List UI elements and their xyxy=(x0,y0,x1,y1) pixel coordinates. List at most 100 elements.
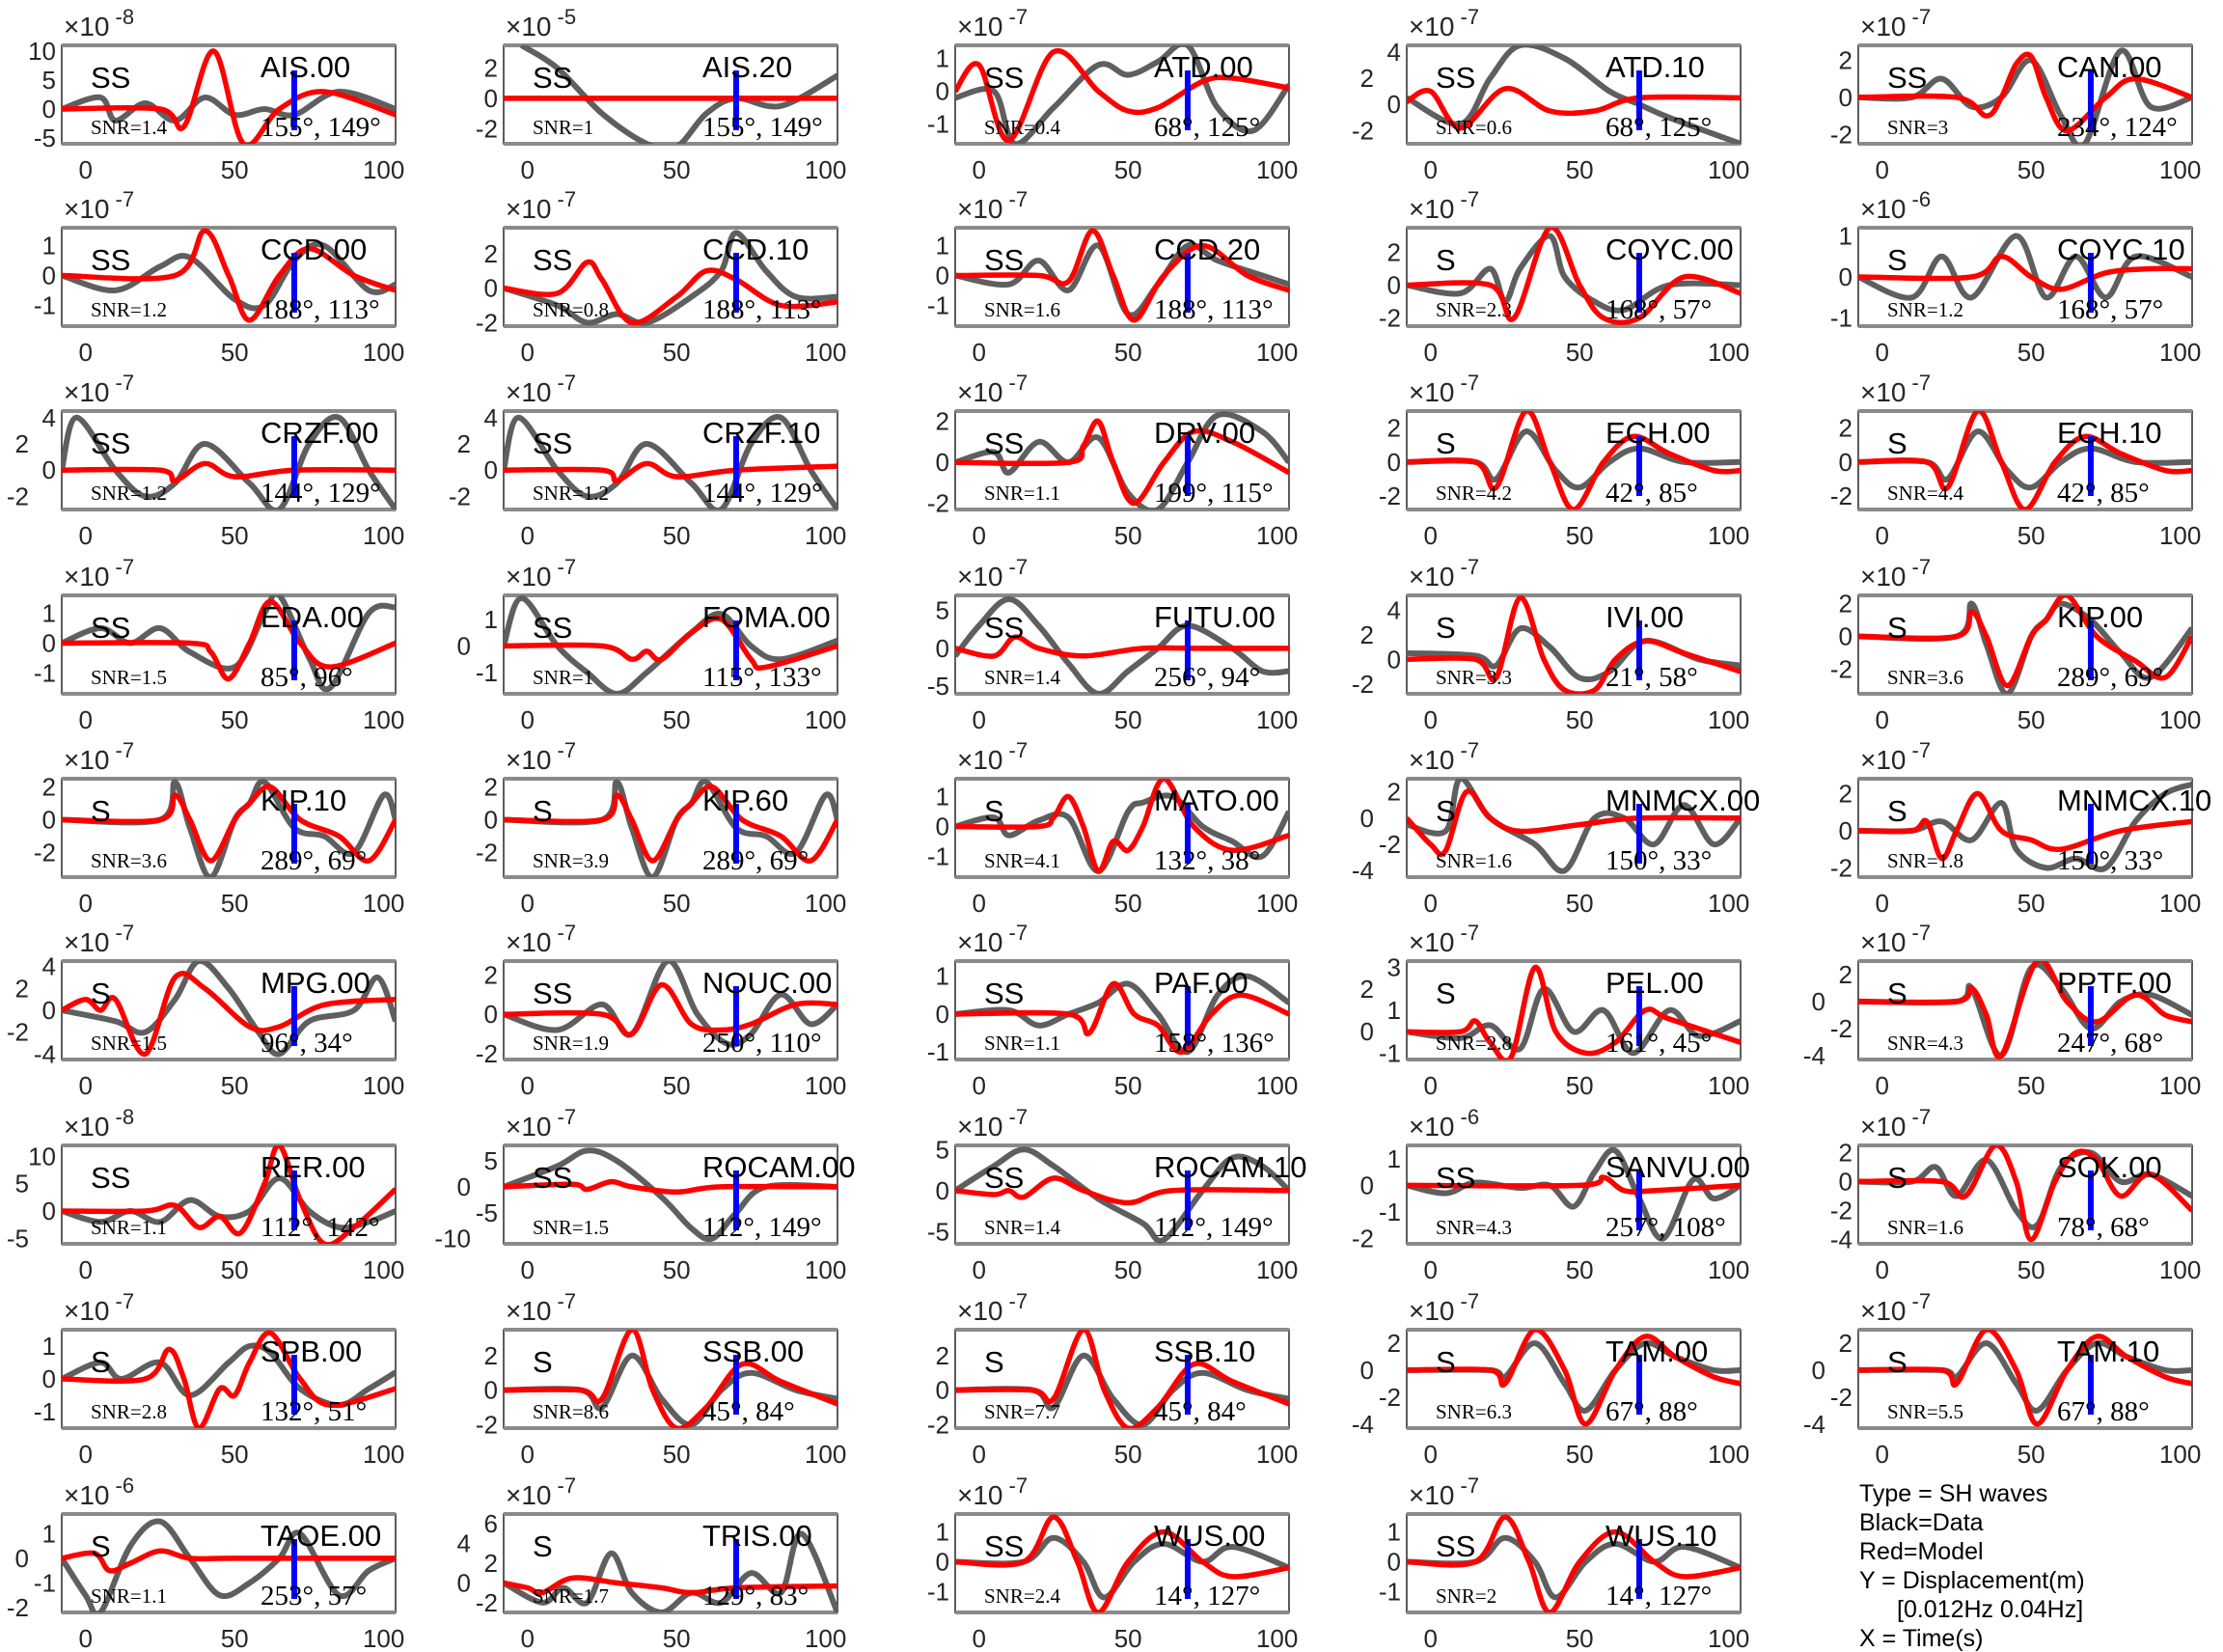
x-tick-label: 100 xyxy=(1256,1440,1298,1469)
model-waveform-line xyxy=(1858,595,2192,689)
y-tick-label: 6 xyxy=(484,1509,498,1538)
x-tick-label: 0 xyxy=(78,1255,92,1284)
phase-label: S xyxy=(1887,611,1907,645)
snr-label: SNR=1 xyxy=(533,666,593,689)
y-tick-label: 0 xyxy=(42,996,56,1025)
y-tick-label: -2 xyxy=(1830,1197,1852,1225)
axis-multiplier: ×10 -7 xyxy=(1409,1289,1479,1326)
y-tick-label: 0 xyxy=(457,631,471,660)
y-tick-label: -1 xyxy=(927,290,949,319)
model-waveform-line xyxy=(504,259,837,326)
axis-multiplier: ×10 -7 xyxy=(64,921,134,957)
x-tick-label: 50 xyxy=(2017,1440,2045,1469)
station-label: MNMCX.00 xyxy=(1606,784,1760,817)
y-tick-label: 0 xyxy=(936,261,949,289)
x-tick-label: 0 xyxy=(1875,705,1888,734)
x-tick-label: 100 xyxy=(1256,521,1298,550)
model-waveform-line xyxy=(1407,1174,1741,1195)
station-label: COYC.10 xyxy=(2057,233,2185,266)
axes-box xyxy=(1406,1329,1742,1429)
station-label: CCD.10 xyxy=(702,233,809,266)
x-tick-label: 50 xyxy=(1566,155,1594,184)
x-tick-label: 50 xyxy=(221,1255,249,1284)
phase-label: SS xyxy=(1887,61,1927,95)
axis-multiplier: ×10 -7 xyxy=(957,738,1028,775)
multiplier-base: ×10 xyxy=(64,1480,110,1510)
y-tick-label: 2 xyxy=(484,1341,498,1370)
azimuth-takeoff-label: 85°, 96° xyxy=(261,662,353,693)
x-tick-label: 50 xyxy=(2017,1255,2045,1284)
y-tick-label: -4 xyxy=(1352,856,1374,885)
y-tick-label: 0 xyxy=(936,77,949,106)
y-tick-label: -2 xyxy=(449,482,471,510)
axis-multiplier: ×10 -7 xyxy=(506,738,576,775)
x-tick-label: 50 xyxy=(1114,521,1142,550)
snr-label: SNR=3 xyxy=(1887,116,1948,139)
y-tick-label: 2 xyxy=(1839,590,1852,619)
x-tick-label: 100 xyxy=(1708,155,1749,184)
multiplier-base: ×10 xyxy=(1860,562,1907,592)
multiplier-exponent: -7 xyxy=(1461,921,1480,945)
snr-label: SNR=1.7 xyxy=(533,1584,609,1608)
x-tick-label: 100 xyxy=(1708,1255,1749,1284)
y-tick-label: 2 xyxy=(42,773,56,802)
multiplier-base: ×10 xyxy=(1860,745,1907,775)
station-label: SSB.00 xyxy=(702,1335,804,1368)
x-tick-label: 50 xyxy=(1114,889,1142,918)
x-tick-label: 100 xyxy=(1256,338,1298,367)
multiplier-base: ×10 xyxy=(957,927,1003,957)
data-waveform-line xyxy=(504,1147,837,1243)
multiplier-base: ×10 xyxy=(1409,1480,1455,1510)
y-tick-label: -1 xyxy=(34,1397,56,1426)
axes-box xyxy=(1857,960,2193,1060)
multiplier-exponent: -7 xyxy=(1461,555,1480,579)
axis-multiplier: ×10 -7 xyxy=(64,371,134,407)
axis-multiplier: ×10 -7 xyxy=(957,5,1028,41)
y-tick-label: 3 xyxy=(1387,953,1401,982)
snr-label: SNR=1.6 xyxy=(1887,1216,1963,1239)
multiplier-exponent: -7 xyxy=(1461,5,1480,29)
multiplier-base: ×10 xyxy=(957,1480,1003,1510)
phase-label: S xyxy=(1436,611,1456,645)
multiplier-base: ×10 xyxy=(1409,1112,1455,1142)
y-tick-label: 0 xyxy=(15,1544,29,1573)
y-tick-label: 0 xyxy=(42,628,56,657)
azimuth-takeoff-label: 257°, 108° xyxy=(1606,1212,1726,1243)
x-tick-label: 50 xyxy=(1566,521,1594,550)
y-tick-label: 2 xyxy=(1387,414,1401,443)
y-tick-label: 2 xyxy=(15,429,29,458)
azimuth-takeoff-label: 199°, 115° xyxy=(1154,478,1274,509)
x-tick-label: 100 xyxy=(1256,1255,1298,1284)
x-tick-label: 100 xyxy=(805,1624,846,1652)
station-label: SPB.00 xyxy=(261,1335,362,1368)
x-tick-label: 50 xyxy=(663,889,691,918)
azimuth-takeoff-label: 68°, 125° xyxy=(1154,112,1260,143)
model-waveform-line xyxy=(955,980,1289,1055)
y-tick-label: -1 xyxy=(476,658,498,687)
axis-multiplier: ×10 -7 xyxy=(1409,5,1479,41)
x-tick-label: 0 xyxy=(78,1071,92,1100)
x-tick-label: 100 xyxy=(1708,1071,1749,1100)
y-tick-label: 0 xyxy=(42,95,56,124)
x-tick-label: 100 xyxy=(805,1440,846,1469)
multiplier-exponent: -8 xyxy=(116,5,135,29)
axis-multiplier: ×10 -7 xyxy=(1409,371,1479,407)
y-tick-label: 5 xyxy=(936,596,949,625)
y-tick-label: 10 xyxy=(28,1142,56,1170)
station-label: ROCAM.10 xyxy=(1154,1150,1306,1184)
y-tick-label: -1 xyxy=(34,658,56,687)
multiplier-base: ×10 xyxy=(1860,194,1907,224)
x-tick-label: 100 xyxy=(805,338,846,367)
y-tick-label: 2 xyxy=(1839,45,1852,74)
x-tick-label: 100 xyxy=(805,1255,846,1284)
x-tick-label: 0 xyxy=(1423,521,1437,550)
y-tick-label: 2 xyxy=(1839,414,1852,443)
y-tick-label: 4 xyxy=(1387,595,1401,624)
snr-label: SNR=6.3 xyxy=(1436,1400,1512,1423)
subplot-ech-10: S ECH.10 SNR=4.4 42°, 85° ×10 -7 2 0 -2 0 50 100 xyxy=(1830,371,2201,550)
y-tick-label: -2 xyxy=(1830,1383,1852,1412)
